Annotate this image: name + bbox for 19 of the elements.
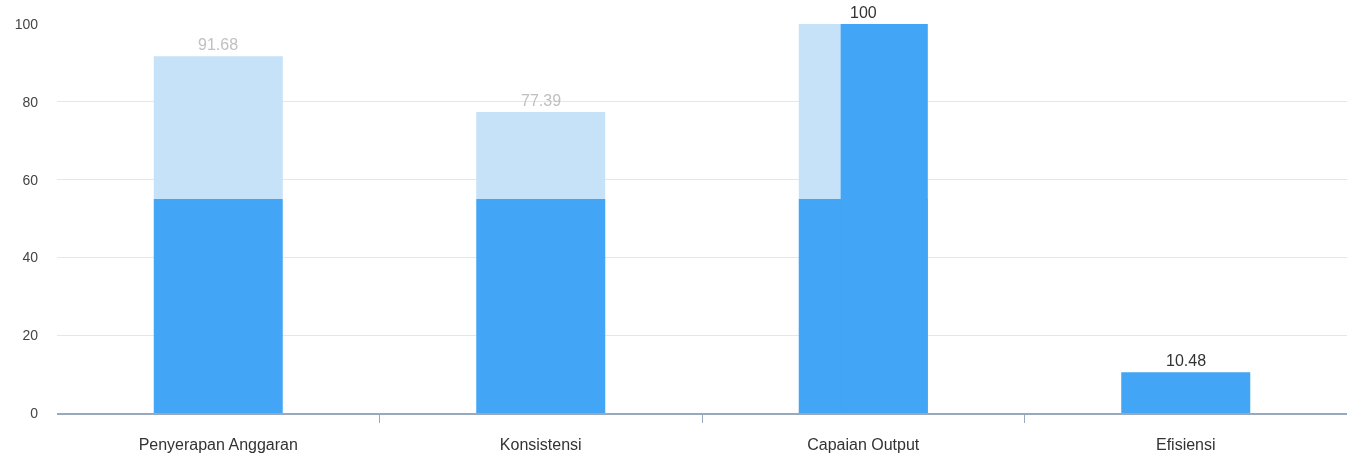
data-label: 10.48 (1166, 352, 1207, 369)
bar (1121, 372, 1251, 413)
y-tick-label: 60 (22, 171, 39, 188)
bar (476, 199, 606, 413)
x-tick-label: Capaian Output (807, 435, 920, 453)
data-label: 91.68 (198, 36, 239, 53)
bar (476, 111, 606, 200)
y-tick-label: 100 (14, 15, 39, 32)
y-tick-label: 20 (22, 327, 39, 344)
x-tick-label: Penyerapan Anggaran (138, 435, 298, 453)
y-tick-label: 0 (30, 404, 39, 421)
bar (153, 199, 283, 413)
y-tick-label: 80 (22, 93, 39, 110)
data-label: 77.39 (521, 92, 562, 109)
data-label: 100 (850, 4, 877, 21)
bar (153, 56, 283, 200)
x-tick-label: Efisiensi (1155, 435, 1216, 453)
y-tick-label: 40 (22, 249, 39, 266)
x-tick-label: Konsistensi (499, 435, 582, 453)
